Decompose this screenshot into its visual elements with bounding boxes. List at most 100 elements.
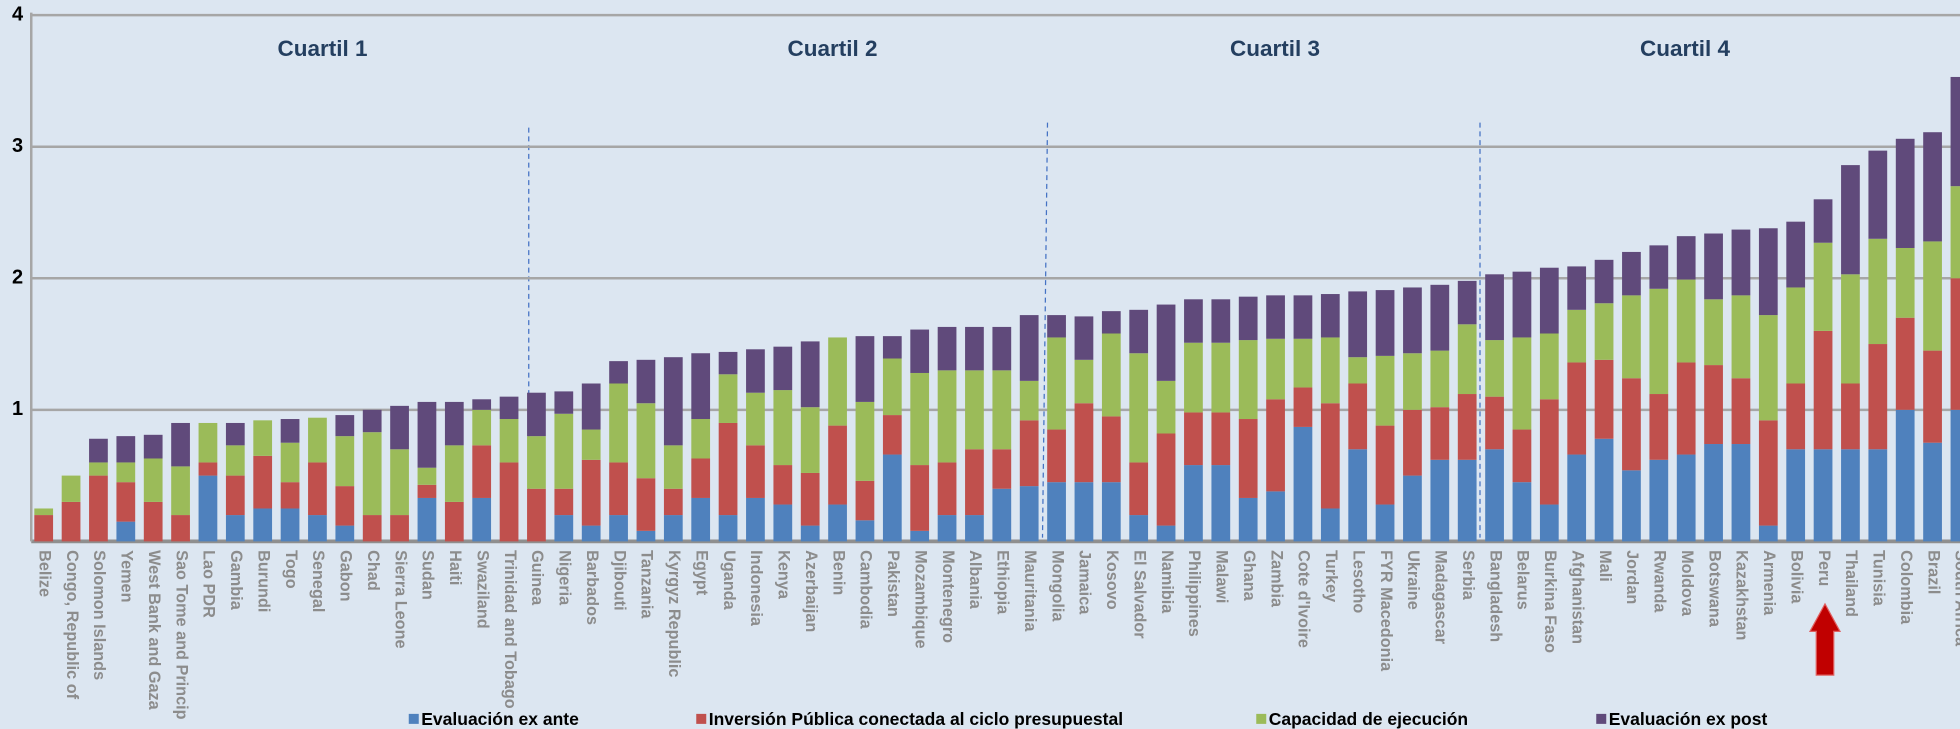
x-tick-label: Sao Tome and Princip	[172, 550, 190, 720]
bar-segment	[910, 372, 930, 466]
x-tick-label: Bangladesh	[1486, 550, 1504, 642]
bar-segment	[362, 515, 382, 542]
bar-segment	[1567, 454, 1587, 542]
bar-segment	[1375, 290, 1395, 356]
x-tick-label: Ghana	[1240, 550, 1258, 602]
bar-segment	[1622, 378, 1641, 471]
bar-segment	[1758, 315, 1778, 421]
legend-label: Capacidad de ejecución	[1269, 709, 1468, 729]
bar-segment	[691, 497, 711, 542]
bar-segment	[691, 458, 711, 498]
x-tick-label: Rwanda	[1651, 550, 1669, 613]
bar-segment	[609, 361, 628, 384]
bar-segment	[1184, 465, 1203, 542]
x-tick-label: Burkina Faso	[1541, 550, 1559, 653]
legend-swatch	[696, 713, 707, 724]
bar-segment	[663, 488, 683, 516]
bar-segment	[800, 407, 820, 473]
bar-segment	[1649, 245, 1669, 289]
bar-segment	[828, 425, 847, 505]
bar-segment	[581, 525, 601, 542]
bar-segment	[1074, 403, 1094, 483]
x-tick-label: Mongolia	[1048, 550, 1066, 622]
bar-segment	[280, 508, 300, 542]
bar-segment	[1950, 186, 1960, 279]
bar-segment	[1238, 340, 1258, 420]
bar-segment	[1704, 444, 1723, 542]
x-tick-label: Mauritania	[1021, 550, 1039, 632]
bar-segment	[746, 349, 765, 393]
x-tick-label: Guinea	[528, 550, 546, 606]
bar-segment	[636, 359, 656, 404]
bar-segment	[554, 413, 574, 489]
highlight-arrow	[1808, 602, 1842, 676]
x-tick-label: Brazil	[1924, 550, 1942, 594]
bar-segment	[718, 374, 738, 423]
bar-segment	[198, 462, 218, 476]
bar-segment	[1430, 284, 1450, 351]
x-tick-label: Peru	[1815, 550, 1833, 586]
bar-segment	[1019, 380, 1039, 421]
bar-segment	[1129, 309, 1149, 354]
bar-segment	[1786, 383, 1806, 450]
x-tick-label: FYR Macedonia	[1377, 550, 1395, 672]
bar-segment	[1074, 359, 1094, 404]
x-tick-label: South Africa	[1952, 550, 1960, 647]
bar-segment	[1266, 491, 1285, 542]
bar-segment	[663, 357, 683, 446]
bar-segment	[1238, 419, 1258, 498]
bar-segment	[1156, 304, 1176, 381]
bar-segment	[1485, 340, 1504, 397]
bar-segment	[1293, 295, 1313, 339]
bar-segment	[362, 409, 382, 433]
x-tick-label: Gambia	[227, 550, 245, 611]
y-tick-label: 4	[12, 3, 24, 25]
bar-segment	[1403, 353, 1422, 410]
bar-segment	[1403, 409, 1422, 476]
legend-swatch	[1596, 713, 1607, 724]
bar-segment	[499, 462, 519, 542]
bar-segment	[1676, 236, 1696, 280]
x-tick-label: Mali	[1596, 550, 1614, 582]
bar-segment	[89, 438, 108, 463]
quartile-label: Cuartil 2	[787, 36, 877, 61]
quartile-label: Cuartil 1	[277, 36, 367, 61]
bar-segment	[1074, 482, 1094, 542]
bar-segment	[253, 508, 273, 542]
x-tick-label: Colombia	[1897, 550, 1915, 625]
bar-segment	[499, 396, 519, 420]
bar-segment	[1019, 486, 1039, 542]
bar-segment	[61, 475, 81, 502]
x-tick-label: Kenya	[775, 550, 793, 600]
bar-segment	[1676, 362, 1696, 455]
bar-segment	[636, 530, 656, 542]
bar-segment	[198, 422, 218, 463]
bar-segment	[828, 337, 847, 426]
x-tick-label: Togo	[282, 550, 300, 589]
bar-segment	[663, 515, 683, 542]
bar-segment	[280, 482, 300, 509]
bar-segment	[965, 449, 984, 516]
bar-segment	[1129, 462, 1149, 516]
x-tick-label: Turkey	[1322, 550, 1340, 602]
bar-segment	[937, 462, 957, 516]
bar-segment	[1375, 425, 1395, 505]
bar-segment	[636, 478, 656, 531]
bar-segment	[472, 399, 492, 410]
legend-swatch	[1256, 713, 1267, 724]
bar-segment	[965, 326, 984, 371]
bar-segment	[1238, 497, 1258, 542]
x-tick-label: El Salvador	[1130, 550, 1148, 639]
bar-segment	[992, 488, 1012, 542]
bar-segment	[417, 467, 437, 485]
bar-segment	[444, 501, 464, 542]
bar-segment	[1841, 274, 1860, 384]
bar-segment	[718, 515, 738, 542]
bar-segment	[1320, 508, 1340, 542]
bar-segment	[527, 488, 546, 542]
bar-segment	[1567, 362, 1587, 455]
bar-segment	[1403, 287, 1422, 354]
bar-segment	[882, 454, 902, 542]
bar-segment	[1485, 449, 1504, 542]
bar-segment	[1047, 337, 1066, 430]
